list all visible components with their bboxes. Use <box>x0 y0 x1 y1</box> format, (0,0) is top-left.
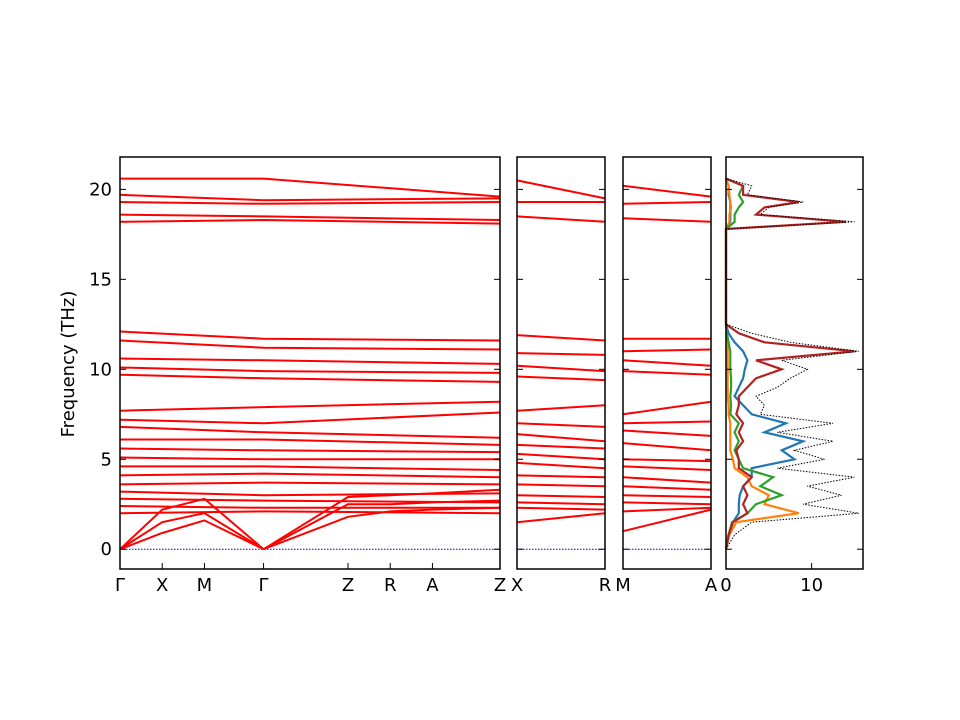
band-line-0-5 <box>119 330 501 342</box>
band-line-2-11 <box>622 458 712 463</box>
x-tick-label: M <box>615 575 631 596</box>
panel-frame-2 <box>622 156 712 570</box>
band-line-0-20 <box>119 497 501 504</box>
panel-frame-1 <box>516 156 606 570</box>
x-tick-label: Z <box>342 575 354 596</box>
band-line-0-25 <box>119 519 265 551</box>
band-line-0-2 <box>119 201 501 205</box>
band-line-2-5 <box>622 359 712 367</box>
band-line-0-24 <box>119 497 265 550</box>
band-line-0-13 <box>120 438 501 446</box>
band-line-2-10 <box>622 442 712 452</box>
band-line-0-23 <box>119 512 265 551</box>
band-line-1-3 <box>516 334 606 342</box>
total-dos-curve <box>725 178 859 550</box>
x-tick-label: Z <box>494 575 506 596</box>
band-line-0-0 <box>120 177 501 198</box>
band-line-2-16 <box>622 501 712 506</box>
band-line-0-8 <box>119 366 501 374</box>
y-tick-label: 10 <box>89 359 112 380</box>
band-line-0-9 <box>119 373 501 383</box>
y-tick-label: 5 <box>101 449 112 470</box>
band-line-0-17 <box>119 472 501 479</box>
band-line-2-12 <box>622 465 712 471</box>
band-line-0-28 <box>263 488 501 551</box>
band-line-2-18 <box>622 508 712 533</box>
band-line-2-2 <box>622 217 712 223</box>
band-line-0-1 <box>119 193 501 202</box>
x-tick-label: X <box>511 575 523 596</box>
band-line-2-13 <box>622 476 712 484</box>
band-line-1-9 <box>516 433 606 443</box>
band-line-2-7 <box>622 400 712 416</box>
band-line-0-4 <box>119 218 501 225</box>
dos-x-tick-label: 0 <box>720 575 731 596</box>
band-line-2-0 <box>622 184 712 198</box>
band-line-0-15 <box>119 456 500 461</box>
band-line-1-17 <box>516 506 606 511</box>
x-tick-label: R <box>384 575 397 596</box>
band-line-1-11 <box>516 452 606 461</box>
band-line-1-5 <box>516 364 606 373</box>
band-line-0-21 <box>119 505 500 509</box>
band-line-1-8 <box>516 422 606 428</box>
band-line-0-10 <box>119 400 501 412</box>
dos-panel: 0 10 <box>720 177 859 596</box>
band-line-0-14 <box>119 447 501 454</box>
band-line-0-12 <box>119 425 501 439</box>
y-axis-label: Frequency (THz) <box>58 291 79 438</box>
band-line-0-27 <box>263 499 501 551</box>
x-tick-label: M <box>197 575 213 596</box>
band-line-1-2 <box>516 215 606 223</box>
band-line-1-4 <box>516 352 606 356</box>
band-line-2-4 <box>622 348 712 353</box>
band-line-2-9 <box>622 429 712 437</box>
y-tick-label: 0 <box>101 539 112 560</box>
band-line-2-17 <box>622 506 712 513</box>
band-line-1-10 <box>516 443 606 450</box>
band-line-0-7 <box>119 357 501 365</box>
panel-frame-3 <box>725 156 864 570</box>
band-line-1-16 <box>516 501 606 506</box>
x-tick-label: A <box>426 575 439 596</box>
band-line-1-0 <box>516 179 606 200</box>
y-tick-label: 15 <box>89 269 112 290</box>
band-line-0-18 <box>119 481 501 486</box>
band-line-1-18 <box>516 512 606 524</box>
band-line-0-16 <box>120 465 501 471</box>
pdos-curve-1 <box>724 178 800 550</box>
band-line-0-6 <box>119 339 501 351</box>
band-line-2-14 <box>622 485 712 491</box>
band-line-0-22 <box>119 510 501 515</box>
band-line-1-7 <box>516 404 606 412</box>
x-tick-label: X <box>156 575 168 596</box>
x-tick-label: R <box>599 575 612 596</box>
y-tick-label: 20 <box>89 179 112 200</box>
band-line-2-8 <box>622 420 712 425</box>
panel-frame-0 <box>119 156 501 570</box>
band-line-1-13 <box>516 474 606 479</box>
dos-x-tick-label: 10 <box>800 575 823 596</box>
band-line-0-3 <box>119 213 501 221</box>
band-line-2-6 <box>622 370 712 376</box>
pdos-curve-2 <box>724 177 785 550</box>
x-tick-label: Γ <box>115 575 125 596</box>
band-line-0-26 <box>263 506 501 551</box>
band-line-1-12 <box>516 461 606 470</box>
band-line-2-1 <box>622 201 712 205</box>
band-line-2-15 <box>622 494 712 498</box>
band-line-1-14 <box>516 483 606 488</box>
x-tick-label: Γ <box>259 575 269 596</box>
band-line-1-15 <box>516 494 606 498</box>
x-tick-label: A <box>705 575 718 596</box>
band-line-1-6 <box>516 375 606 382</box>
band-line-0-11 <box>119 411 501 425</box>
